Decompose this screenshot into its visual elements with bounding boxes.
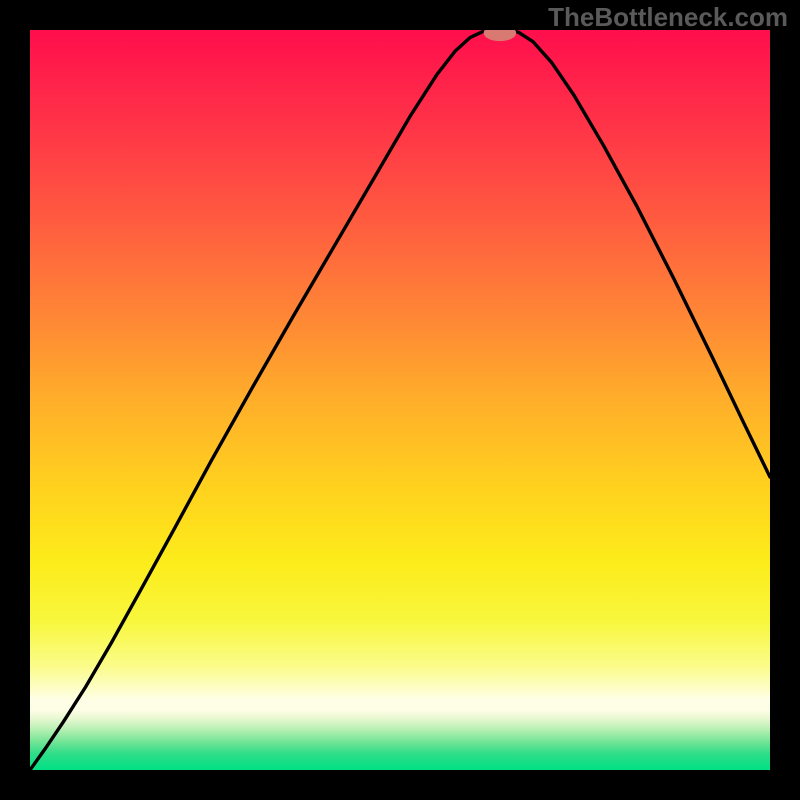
- bottleneck-chart: [30, 30, 770, 770]
- chart-area: [30, 30, 770, 770]
- gradient-background: [30, 30, 770, 770]
- attribution-label: TheBottleneck.com: [548, 2, 788, 33]
